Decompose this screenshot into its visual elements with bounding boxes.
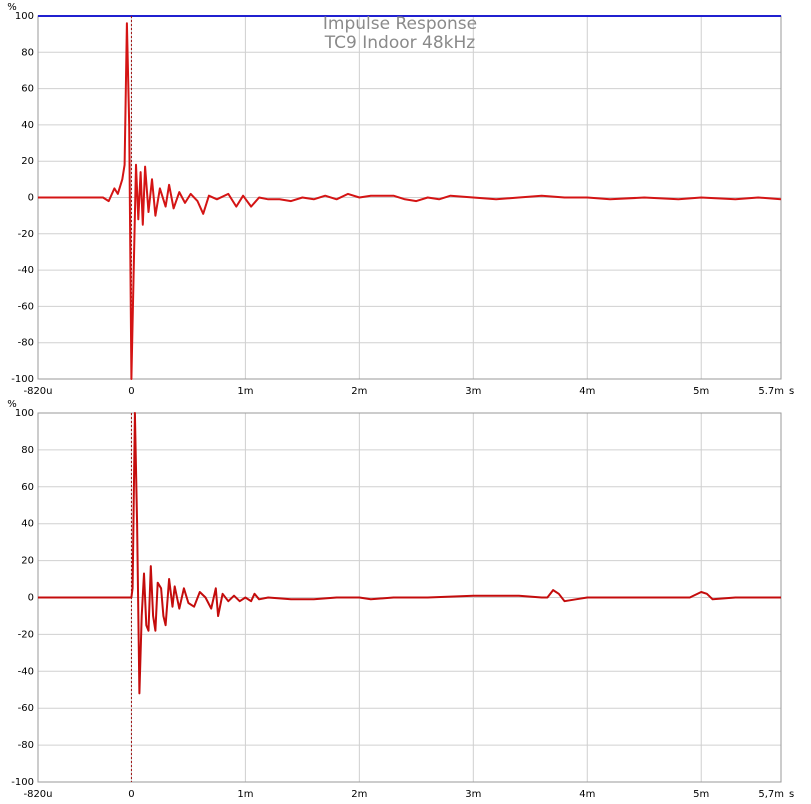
- x-tick-label: 4m: [579, 386, 595, 397]
- y-tick-label: 0: [28, 193, 34, 204]
- x-tick-label: 2m: [351, 386, 367, 397]
- y-tick-label: -100: [11, 374, 34, 385]
- y-tick-label: 80: [21, 47, 34, 58]
- x-tick-label: 0: [128, 386, 134, 397]
- x-tick-label: 3m: [465, 386, 481, 397]
- x-tick-label: -820u: [23, 789, 52, 800]
- data-line: [38, 22, 782, 380]
- x-tick-label: 5m: [693, 386, 709, 397]
- x-tick-label: -820u: [23, 386, 52, 397]
- x-tick-label: 3m: [465, 789, 481, 800]
- x-tick-label: 2m: [351, 789, 367, 800]
- y-tick-label: 20: [21, 556, 34, 567]
- x-axis-label: s: [789, 789, 794, 800]
- x-tick-label: 0: [128, 789, 134, 800]
- chart-title: Impulse Response: [323, 14, 477, 34]
- y-tick-label: 20: [21, 156, 34, 167]
- x-tick-label: 5.7m: [758, 386, 784, 397]
- y-tick-label: -20: [18, 229, 34, 240]
- x-tick-label: 5,7m: [758, 789, 784, 800]
- y-tick-label: -40: [18, 666, 34, 677]
- y-tick-label: 100: [15, 408, 34, 419]
- x-tick-label: 1m: [237, 789, 253, 800]
- y-tick-label: 60: [21, 84, 34, 95]
- y-tick-label: -100: [11, 777, 34, 788]
- y-tick-label: 100: [15, 11, 34, 22]
- x-tick-label: 1m: [237, 386, 253, 397]
- data-line: [38, 412, 781, 695]
- y-axis-label: %: [7, 399, 17, 410]
- chart-subtitle: TC9 Indoor 48kHz: [324, 33, 476, 53]
- y-tick-label: 40: [21, 519, 34, 530]
- y-tick-label: -40: [18, 265, 34, 276]
- y-tick-label: -80: [18, 338, 34, 349]
- y-tick-label: 80: [21, 445, 34, 456]
- y-tick-label: 40: [21, 120, 34, 131]
- x-tick-label: 5m: [693, 789, 709, 800]
- y-tick-label: 60: [21, 482, 34, 493]
- x-axis-label: s: [789, 386, 794, 397]
- y-tick-label: -20: [18, 629, 34, 640]
- y-tick-label: -60: [18, 301, 34, 312]
- y-tick-label: -60: [18, 703, 34, 714]
- y-tick-label: 0: [28, 593, 34, 604]
- y-axis-label: %: [7, 2, 17, 13]
- y-tick-label: -80: [18, 740, 34, 751]
- x-tick-label: 4m: [579, 789, 595, 800]
